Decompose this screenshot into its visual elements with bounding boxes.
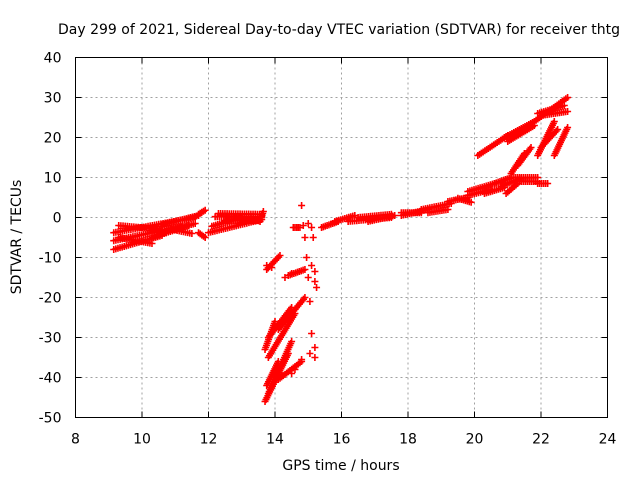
- data-point: [148, 240, 156, 247]
- data-point: [311, 278, 319, 285]
- data-point: [304, 274, 312, 281]
- data-point: [308, 262, 316, 269]
- data-point: [271, 318, 279, 325]
- data-point: [444, 206, 452, 213]
- data-point: [554, 126, 562, 133]
- y-tick-label: -50: [39, 411, 62, 427]
- y-tick-label: 20: [44, 131, 62, 147]
- data-point: [308, 224, 316, 231]
- x-tick-label: 16: [333, 432, 351, 448]
- data-point: [288, 270, 296, 277]
- data-point: [564, 94, 572, 101]
- data-point: [306, 298, 314, 305]
- y-tick-label: 0: [53, 211, 62, 227]
- data-point: [564, 124, 572, 131]
- y-tick-label: -30: [39, 331, 62, 347]
- data-point: [308, 330, 316, 337]
- data-point: [291, 366, 299, 373]
- y-tick-label: -40: [39, 371, 62, 387]
- data-point: [311, 354, 319, 361]
- data-point: [550, 118, 558, 125]
- data-point: [259, 208, 267, 215]
- x-tick-label: 8: [71, 432, 80, 448]
- data-point: [527, 144, 535, 151]
- y-tick-label: 10: [44, 171, 62, 187]
- data-point: [299, 222, 307, 229]
- data-point: [263, 262, 271, 269]
- data-point: [301, 266, 309, 273]
- data-point: [288, 338, 296, 345]
- data-point: [391, 212, 399, 219]
- data-point: [201, 234, 209, 241]
- x-tick-label: 24: [599, 432, 617, 448]
- data-point: [552, 127, 560, 135]
- data-point: [313, 284, 321, 291]
- axis-ticks: 8 10 12 14 16 18 20 22 24 -50 -40 -30 -20 -10 0 10 20 30 4…: [39, 51, 617, 448]
- y-axis-label: SDTVAR / TECUs: [9, 180, 25, 295]
- x-axis-label: GPS time / hours: [282, 458, 399, 474]
- x-tick-label: 12: [200, 432, 218, 448]
- x-tick-label: 10: [133, 432, 151, 448]
- y-tick-label: 30: [44, 91, 62, 107]
- data-point: [303, 254, 311, 261]
- data-point: [188, 230, 196, 237]
- data-point: [298, 202, 306, 209]
- data-point: [301, 294, 309, 301]
- y-tick-label: -20: [39, 291, 62, 307]
- data-point: [306, 350, 314, 357]
- chart-title: Day 299 of 2021, Sidereal Day-to-day VTE…: [58, 22, 620, 38]
- y-tick-label: 40: [44, 51, 62, 67]
- data-point: [544, 180, 552, 187]
- data-point: [288, 370, 296, 377]
- x-tick-label: 22: [532, 432, 550, 448]
- data-points: [110, 94, 572, 405]
- data-point: [281, 274, 289, 281]
- data-point: [274, 358, 282, 365]
- data-point: [311, 344, 319, 351]
- data-point: [301, 234, 309, 241]
- data-point: [467, 198, 475, 206]
- x-tick-label: 14: [266, 432, 284, 448]
- x-tick-label: 18: [399, 432, 417, 448]
- y-tick-label: -10: [39, 251, 62, 267]
- data-point: [564, 108, 572, 115]
- data-point: [276, 252, 284, 259]
- data-point: [191, 220, 199, 227]
- data-point: [309, 234, 317, 241]
- data-point: [201, 206, 209, 214]
- data-point: [268, 264, 276, 271]
- data-point: [311, 268, 319, 275]
- data-point: [304, 220, 312, 227]
- data-point: [560, 102, 568, 109]
- data-point: [514, 180, 522, 187]
- data-point: [298, 356, 306, 363]
- x-tick-label: 20: [466, 432, 484, 448]
